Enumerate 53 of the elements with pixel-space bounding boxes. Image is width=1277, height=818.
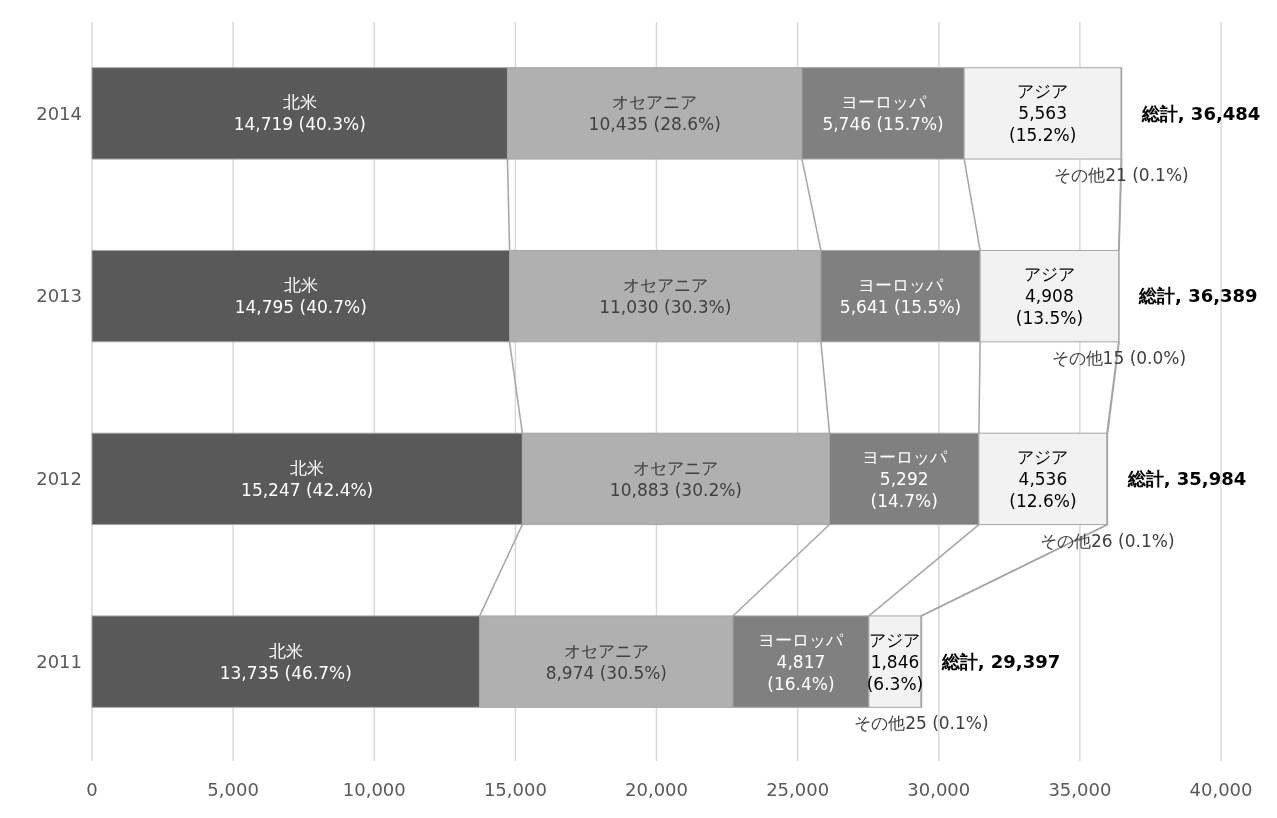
data-label: 5,292 (14.7%)	[870, 468, 938, 511]
text: 北米	[290, 457, 325, 478]
text: オセアニア	[563, 640, 649, 661]
series-label: 北米	[282, 92, 317, 113]
text: その他26 (0.1%)	[1040, 530, 1175, 551]
data-label: 1,846 (6.3%)	[866, 651, 924, 694]
total-label: 総計, 36,389	[1138, 285, 1258, 307]
total-label: 総計, 35,984	[1126, 468, 1247, 490]
x-tick-label: 25,000	[766, 779, 830, 800]
data-label: 14,795 (40.7%)	[234, 297, 367, 318]
data-label: 5,641 (15.5%)	[839, 297, 962, 318]
y-tick-label: 2011	[36, 650, 82, 672]
text: その他25 (0.1%)	[854, 713, 989, 734]
data-label: 13,735 (46.7%)	[219, 662, 352, 683]
data-label: 4,536 (12.6%)	[1009, 468, 1077, 511]
x-tick-label: 10,000	[342, 779, 406, 800]
total-label: 総計, 36,484	[1140, 102, 1261, 124]
x-tick-label: 5,000	[207, 779, 259, 800]
data-label: 5,746 (15.7%)	[822, 114, 944, 135]
text: その他15 (0.0%)	[1051, 347, 1187, 368]
total-label: 総計, 29,397	[940, 650, 1061, 672]
x-tick-label: 15,000	[483, 779, 547, 800]
data-label: 11,030 (30.3%)	[599, 297, 732, 318]
x-tick-label: 30,000	[907, 779, 971, 800]
x-tick-label: 40,000	[1189, 779, 1253, 800]
data-label: 4,817 (16.4%)	[767, 651, 835, 694]
text: オセアニア	[622, 275, 708, 296]
data-label: 10,435 (28.6%)	[588, 114, 721, 135]
series-label: オセアニア	[612, 92, 698, 113]
text: その他21 (0.1%)	[1054, 165, 1189, 186]
data-label: 14,719 (40.3%)	[233, 114, 366, 135]
series-label: アジア	[869, 629, 921, 650]
x-tick-label: 20,000	[625, 779, 688, 800]
text: ヨーロッパ	[858, 275, 944, 296]
data-label: 5,563 (15.2%)	[1009, 103, 1077, 146]
text: 北米	[283, 275, 318, 296]
data-label: 10,883 (30.2%)	[609, 479, 743, 500]
y-tick-label: 2012	[36, 468, 82, 490]
series-label: ヨーロッパ	[861, 446, 948, 467]
text: 北米	[268, 640, 303, 661]
text: ヨーロッパ	[758, 629, 844, 650]
data-label: 8,974 (30.5%)	[545, 662, 667, 683]
text: アジア	[1023, 264, 1075, 285]
text: アジア	[1017, 446, 1069, 467]
y-tick-label: 2014	[36, 102, 82, 124]
y-tick-label: 2013	[36, 285, 82, 307]
text: オセアニア	[633, 457, 719, 478]
text: ヨーロッパ	[840, 92, 926, 113]
data-label: 15,247 (42.4%)	[241, 479, 374, 500]
x-tick-label: 35,000	[1048, 779, 1112, 800]
text: アジア	[1017, 81, 1069, 102]
data-label: 4,908 (13.5%)	[1015, 286, 1084, 329]
x-tick-label: 0	[86, 779, 98, 800]
